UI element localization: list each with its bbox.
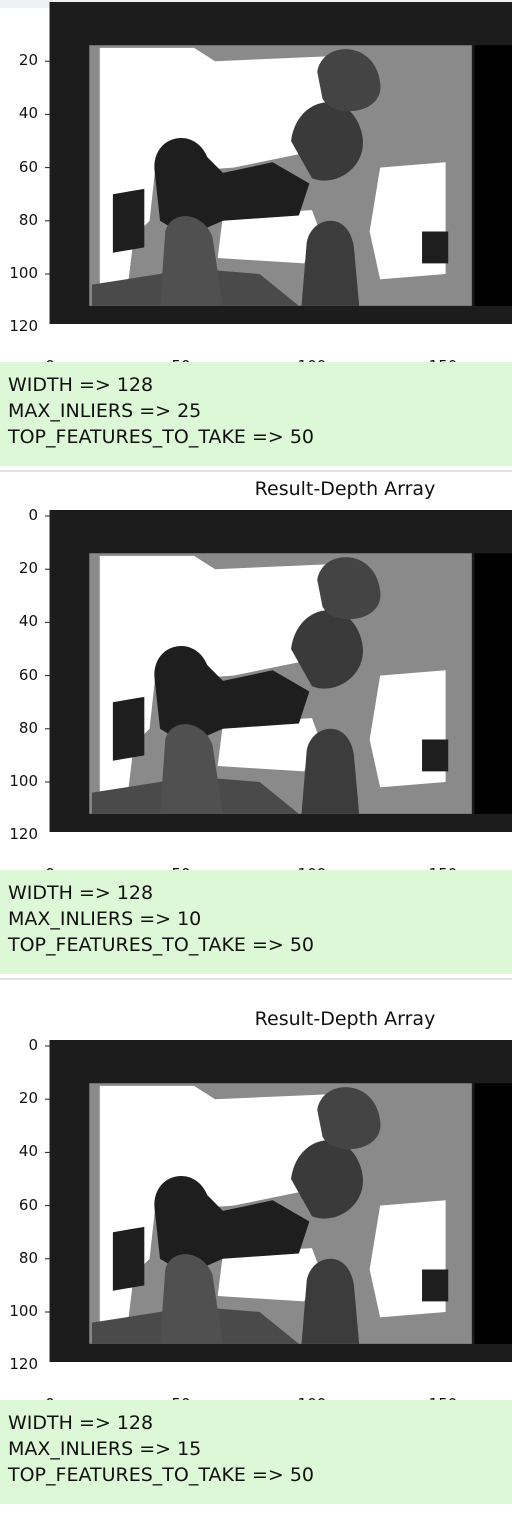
y-tick-label: 100 [9,772,38,790]
near-white-region [99,47,339,285]
cell-divider [0,978,512,980]
output-line: WIDTH => 128 [8,374,154,396]
left-dark-gray-region [160,216,223,306]
y-tick-label: 0 [28,506,38,524]
cell-output: WIDTH => 128 MAX_INLIERS => 25 TOP_FEATURE… [0,362,512,466]
y-tick-label: 60 [18,665,38,684]
y-tick-label: 100 [9,1302,38,1320]
output-line: MAX_INLIERS => 10 [8,908,202,930]
y-tick-label: 120 [9,1355,38,1374]
black-edge-strip [474,553,512,814]
top-dark-gray-region [317,557,381,620]
top-dark-gray-region [317,1087,381,1150]
cell-output: WIDTH => 128 MAX_INLIERS => 10 TOP_FEATURE… [0,870,512,974]
output-line: MAX_INLIERS => 25 [8,400,202,422]
depth-image-svg [45,510,512,832]
y-tick-label: 60 [18,1195,38,1214]
y-tick-label: 40 [18,612,38,631]
notebook-cell: Result-Depth Array0204060801001200501001… [0,1000,512,1530]
black-edge-strip [474,45,512,306]
depth-array-plot: Result-Depth Array0204060801001200501001… [0,470,512,883]
lower-white-region [217,210,320,264]
upper-dark-gray-region [291,610,363,689]
dark-left-region [112,1226,145,1291]
cell-output: WIDTH => 128 MAX_INLIERS => 15 TOP_FEATURE… [0,1400,512,1504]
dark-blob-region [154,646,310,745]
y-tick-label: 0 [28,1036,38,1054]
lower-dark-gray-region [301,728,360,814]
y-tick-label: 100 [9,264,38,282]
lower-white-region [217,718,320,772]
dark-left-region [112,188,145,253]
output-line: WIDTH => 128 [8,882,154,904]
output-line: TOP_FEATURES_TO_TAKE => 50 [8,1464,315,1486]
dark-blob-region [154,138,310,237]
depth-array-plot: Result-Depth Array0204060801001200501001… [0,1000,512,1413]
depth-image-svg [45,1040,512,1362]
depth-image-svg [45,2,512,324]
depth-array-plot: 20406080100120050100150 [0,0,512,375]
dark-left-region [112,696,145,761]
notebook-cell: Result-Depth Array0204060801001200501001… [0,470,512,1000]
y-tick-label: 20 [18,559,38,578]
plot-title: Result-Depth Array [254,478,436,500]
left-dark-gray-region [160,1254,223,1344]
lower-dark-gray-region [301,220,360,306]
upper-dark-gray-region [291,102,363,181]
lower-white-region [217,1248,320,1302]
y-tick-label: 20 [18,1089,38,1108]
y-tick-label: 120 [9,317,38,336]
plot-title: Result-Depth Array [254,1008,436,1030]
upper-dark-gray-region [291,1140,363,1219]
y-tick-label: 60 [18,157,38,176]
y-tick-label: 40 [18,104,38,123]
near-white-region [99,555,339,793]
y-tick-label: 20 [18,51,38,70]
near-white-region [99,1085,339,1323]
y-tick-label: 80 [18,210,38,229]
output-line: WIDTH => 128 [8,1412,154,1434]
small-dark-region [422,231,449,264]
notebook-cell: 20406080100120050100150WIDTH => 128MAX_I… [0,0,512,492]
top-dark-gray-region [317,49,381,112]
output-line: TOP_FEATURES_TO_TAKE => 50 [8,934,315,956]
output-line: TOP_FEATURES_TO_TAKE => 50 [8,426,315,448]
output-line: MAX_INLIERS => 15 [8,1438,202,1460]
lower-dark-gray-region [301,1258,360,1344]
small-dark-region [422,739,449,772]
left-dark-gray-region [160,724,223,814]
black-edge-strip [474,1083,512,1344]
y-tick-label: 80 [18,718,38,737]
dark-blob-region [154,1176,310,1275]
y-tick-label: 120 [9,825,38,844]
cell-divider [0,470,512,472]
y-tick-label: 40 [18,1142,38,1161]
small-dark-region [422,1269,449,1302]
y-tick-label: 80 [18,1248,38,1267]
